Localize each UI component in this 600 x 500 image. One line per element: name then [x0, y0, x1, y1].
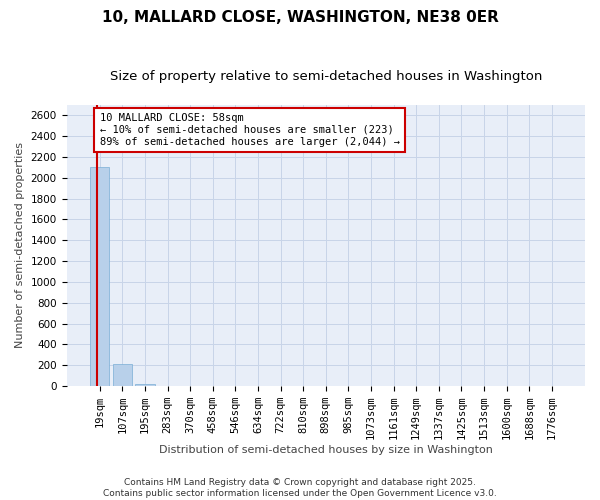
- Bar: [90, 168, 109, 386]
- Text: Contains HM Land Registry data © Crown copyright and database right 2025.
Contai: Contains HM Land Registry data © Crown c…: [103, 478, 497, 498]
- X-axis label: Distribution of semi-detached houses by size in Washington: Distribution of semi-detached houses by …: [159, 445, 493, 455]
- Bar: [113, 364, 132, 386]
- Y-axis label: Number of semi-detached properties: Number of semi-detached properties: [15, 142, 25, 348]
- Text: 10, MALLARD CLOSE, WASHINGTON, NE38 0ER: 10, MALLARD CLOSE, WASHINGTON, NE38 0ER: [101, 10, 499, 25]
- Text: 10 MALLARD CLOSE: 58sqm
← 10% of semi-detached houses are smaller (223)
89% of s: 10 MALLARD CLOSE: 58sqm ← 10% of semi-de…: [100, 114, 400, 146]
- Bar: [136, 384, 155, 386]
- Title: Size of property relative to semi-detached houses in Washington: Size of property relative to semi-detach…: [110, 70, 542, 83]
